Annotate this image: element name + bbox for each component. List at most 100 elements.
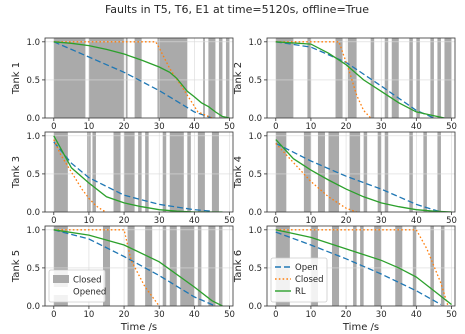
series-line-closed [275, 41, 372, 118]
y-tick-label: 1.0 [248, 38, 262, 48]
x-axis-label-right: Time /s [342, 322, 379, 333]
y-axis-label: Tank 1 [11, 62, 22, 95]
x-tick-label: 50 [224, 216, 235, 226]
y-axis-label: Tank 4 [233, 156, 244, 189]
x-tick-label: 0 [51, 216, 56, 226]
closed-band [303, 132, 311, 212]
closed-band [197, 226, 202, 306]
plot-area [45, 38, 233, 118]
x-tick-label: 20 [341, 216, 352, 226]
x-tick-label: 20 [119, 216, 130, 226]
panel-frame [44, 131, 234, 213]
x-tick-label: 40 [411, 216, 422, 226]
x-tick-label: 10 [306, 122, 317, 132]
y-tick-label: 1.0 [248, 226, 262, 236]
y-tick-label: 0.5 [26, 264, 40, 274]
closed-band [125, 38, 128, 118]
closed-band [370, 38, 375, 118]
panel-5: 0 10 20 30 40 50 0.0 0.5 1.0 Tank 5 [11, 225, 235, 320]
closed-band [145, 132, 149, 212]
y-tick-label: 0.0 [248, 114, 262, 124]
figure-title: Faults in T5, T6, E1 at time=5120s, offl… [105, 3, 369, 16]
series-line-closed [53, 229, 160, 306]
closed-band [307, 38, 311, 118]
x-tick-label: 50 [224, 122, 235, 132]
x-tick-label: 20 [341, 310, 352, 320]
x-tick-label: 10 [306, 216, 317, 226]
y-tick-label: 0.5 [26, 76, 40, 86]
closed-band [377, 132, 382, 212]
closed-band [440, 226, 445, 306]
x-tick-label: 0 [273, 310, 278, 320]
closed-band [275, 132, 287, 212]
closed-band [225, 38, 230, 118]
x-tick-label: 0 [51, 122, 56, 132]
closed-band [169, 226, 177, 306]
closed-band [169, 132, 184, 212]
y-tick-label: 0.5 [248, 264, 262, 274]
plot-area [267, 38, 455, 118]
series-line-open [53, 41, 213, 118]
y-tick-label: 0.0 [26, 302, 40, 312]
closed-band [197, 132, 205, 212]
closed-band [412, 226, 417, 306]
x-tick-label: 50 [224, 310, 235, 320]
y-tick-label: 1.0 [26, 38, 40, 48]
x-tick-label: 20 [119, 310, 130, 320]
closed-band [328, 132, 340, 212]
x-tick-label: 10 [84, 122, 95, 132]
x-tick-label: 40 [411, 122, 422, 132]
x-tick-label: 50 [446, 216, 457, 226]
closed-band [180, 226, 195, 306]
closed-band [416, 38, 420, 118]
x-tick-label: 10 [306, 310, 317, 320]
plot-area [45, 132, 233, 212]
closed-band [335, 38, 343, 118]
panel-frame [266, 225, 456, 307]
series-line-open [53, 141, 212, 212]
y-tick-label: 0.0 [248, 302, 262, 312]
x-tick-label: 0 [273, 122, 278, 132]
panel-6: 0 10 20 30 40 50 0.0 0.5 1.0 Tank 6 [233, 225, 457, 320]
closed-band [374, 226, 382, 306]
x-tick-label: 30 [376, 216, 387, 226]
closed-band [124, 132, 135, 212]
line-legend-label: Open [295, 263, 318, 273]
closed-band [157, 38, 188, 118]
closed-band [145, 226, 153, 306]
closed-band [395, 226, 403, 306]
closed-band [391, 38, 399, 118]
closed-band [384, 132, 389, 212]
series-line-open [275, 41, 435, 118]
closed-band [430, 226, 434, 306]
panel-frame [44, 37, 234, 119]
closed-band [409, 38, 413, 118]
closed-band [317, 132, 325, 212]
closed-band [92, 132, 96, 212]
y-tick-label: 1.0 [26, 132, 40, 142]
band-legend-swatch [53, 275, 69, 283]
y-tick-label: 0.0 [26, 208, 40, 218]
x-axis-label-left: Time /s [120, 322, 157, 333]
closed-band [353, 226, 357, 306]
x-tick-label: 0 [273, 216, 278, 226]
closed-band [53, 38, 86, 118]
closed-band [349, 132, 361, 212]
x-tick-label: 20 [119, 122, 130, 132]
y-axis-label: Tank 6 [233, 250, 244, 283]
closed-band [218, 38, 223, 118]
series-line-closed [53, 139, 107, 212]
x-tick-label: 40 [189, 122, 200, 132]
panel-1: 0 10 20 30 40 50 0.0 0.5 1.0 Tank 1 [11, 37, 235, 132]
y-tick-label: 0.5 [248, 170, 262, 180]
y-tick-label: 1.0 [248, 132, 262, 142]
closed-band [437, 132, 441, 212]
panel-frame [266, 131, 456, 213]
x-tick-label: 30 [376, 122, 387, 132]
x-tick-label: 20 [341, 122, 352, 132]
series-line-rl [53, 229, 223, 306]
closed-band [211, 132, 219, 212]
closed-band [134, 38, 142, 118]
panel-3: 0 10 20 30 40 50 0.0 0.5 1.0 Tank 3 [11, 131, 235, 226]
